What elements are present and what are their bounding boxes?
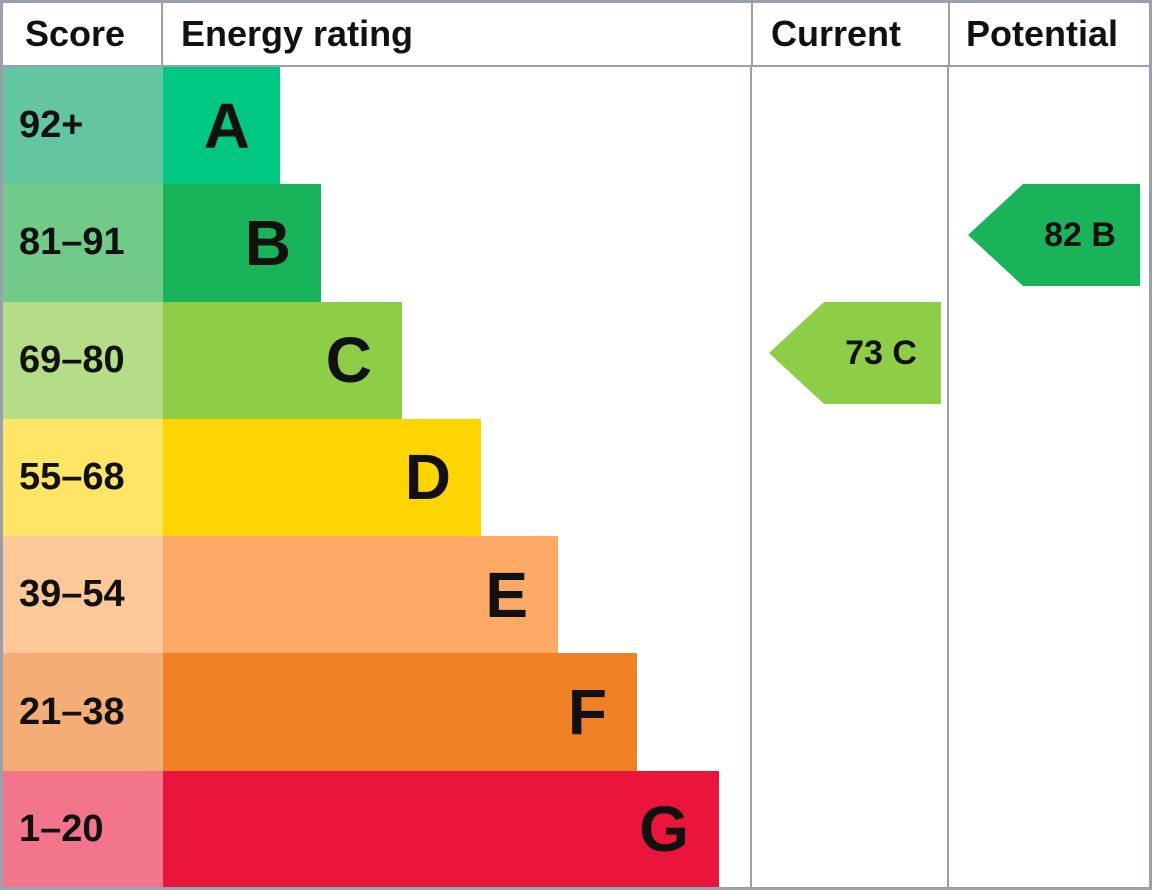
rating-letter: G <box>639 793 689 866</box>
score-label: 55–68 <box>19 455 125 498</box>
score-cell: 21–38 <box>3 653 163 771</box>
header-energy-rating: Energy rating <box>163 3 753 65</box>
score-label: 92+ <box>19 104 84 147</box>
header-current: Current <box>753 3 950 65</box>
band-row-a: 92+ A <box>3 67 1149 185</box>
chart-body: 92+ A 81–91 B 69–80 C 55–68 D 39–54 E 21… <box>3 67 1149 887</box>
band-row-f: 21–38 F <box>3 653 1149 771</box>
score-label: 69–80 <box>19 338 125 381</box>
rating-bar-a: A <box>163 67 280 185</box>
rating-bar-d: D <box>163 418 481 537</box>
score-cell: 92+ <box>3 67 163 185</box>
rating-bar-c: C <box>163 301 402 419</box>
score-cell: 55–68 <box>3 418 163 537</box>
band-row-g: 1–20 G <box>3 770 1149 887</box>
score-cell: 69–80 <box>3 301 163 419</box>
rating-letter: A <box>203 89 250 162</box>
rating-letter: E <box>485 558 528 631</box>
column-divider-current <box>750 67 752 887</box>
rating-bar-f: F <box>163 653 637 771</box>
current-rating-label: 73 C <box>845 333 917 372</box>
score-cell: 39–54 <box>3 536 163 654</box>
score-label: 39–54 <box>19 573 125 616</box>
rating-letter: F <box>567 676 607 749</box>
header-score: Score <box>3 3 163 65</box>
score-cell: 1–20 <box>3 770 163 887</box>
column-divider-potential <box>947 67 949 887</box>
potential-rating-label: 82 B <box>1044 215 1116 254</box>
rating-letter: B <box>244 206 291 279</box>
band-row-c: 69–80 C <box>3 301 1149 419</box>
rating-bar-b: B <box>163 184 321 302</box>
rating-letter: C <box>325 324 372 397</box>
rating-bar-g: G <box>163 770 719 887</box>
rating-bar-e: E <box>163 536 558 654</box>
header-potential: Potential <box>966 13 1119 54</box>
header-row: Score Energy rating Current Potential <box>3 3 1149 67</box>
score-label: 1–20 <box>19 807 104 850</box>
band-row-b: 81–91 B <box>3 184 1149 302</box>
score-cell: 81–91 <box>3 184 163 302</box>
rating-letter: D <box>404 441 451 514</box>
band-row-d: 55–68 D <box>3 418 1149 537</box>
band-row-e: 39–54 E <box>3 536 1149 654</box>
score-label: 21–38 <box>19 690 125 733</box>
score-label: 81–91 <box>19 221 125 264</box>
